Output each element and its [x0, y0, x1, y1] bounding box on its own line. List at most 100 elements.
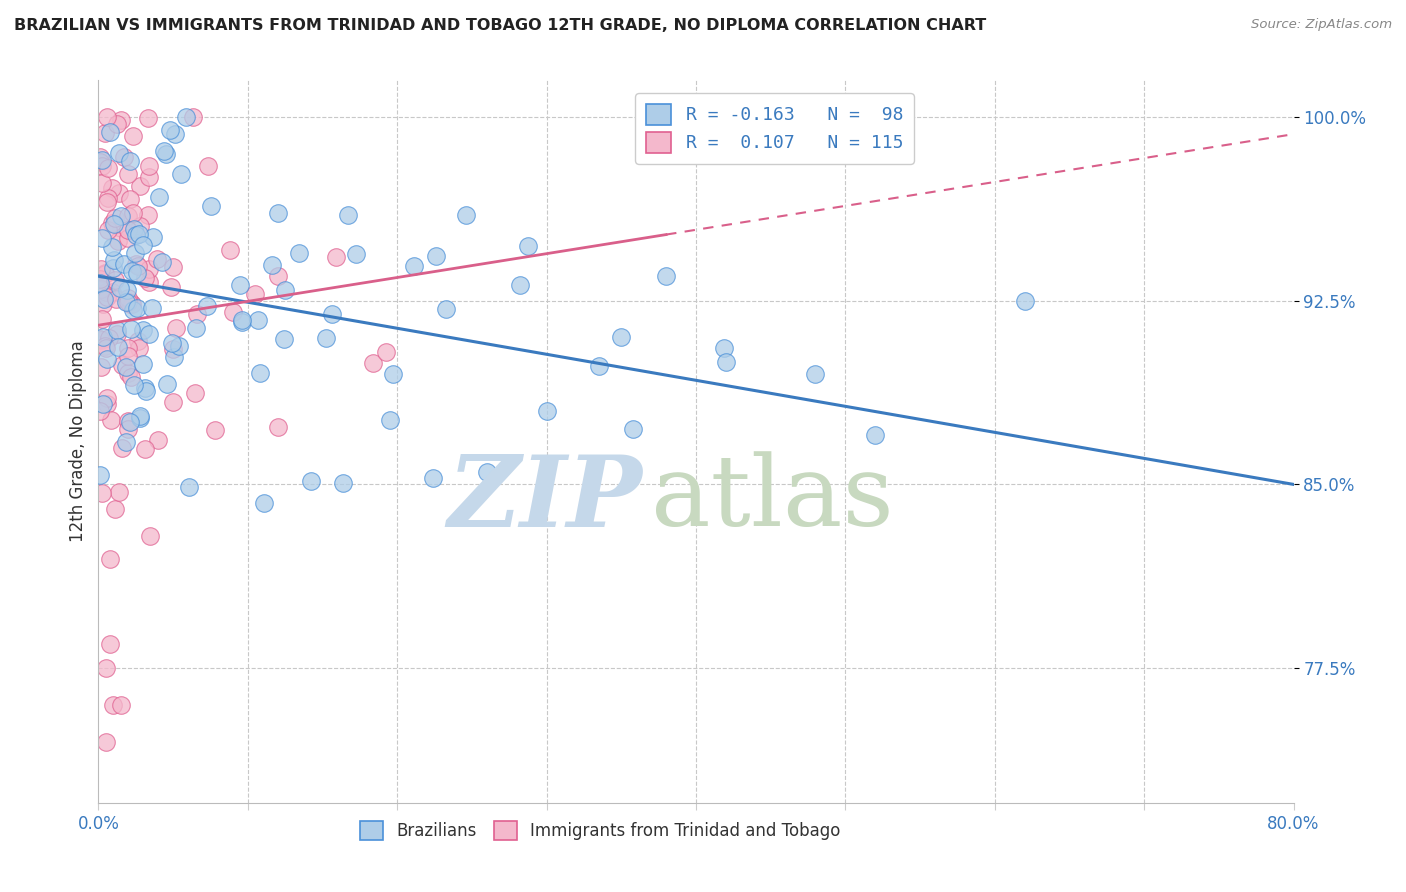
Point: [117, 223, 139, 237]
Point: [588, 359, 610, 374]
Point: [117, 167, 139, 181]
Point: [105, 326, 128, 341]
Point: [138, 327, 160, 342]
Point: [96, 290, 118, 304]
Point: [127, 334, 149, 348]
Point: [134, 442, 156, 457]
Point: [128, 341, 150, 355]
Point: [159, 122, 181, 136]
Point: [325, 250, 347, 264]
Point: [91, 153, 114, 167]
Point: [129, 410, 152, 425]
Text: BRAZILIAN VS IMMIGRANTS FROM TRINIDAD AND TOBAGO 12TH GRADE, NO DIPLOMA CORRELAT: BRAZILIAN VS IMMIGRANTS FROM TRINIDAD AN…: [14, 18, 987, 33]
Point: [156, 376, 179, 391]
Point: [138, 261, 160, 276]
Point: [374, 344, 396, 359]
Point: [321, 307, 343, 321]
Point: [381, 367, 404, 381]
Point: [118, 192, 141, 206]
Point: [117, 209, 139, 223]
Point: [332, 476, 354, 491]
Point: [162, 395, 184, 409]
Point: [112, 150, 135, 164]
Point: [142, 229, 165, 244]
Point: [93, 126, 115, 140]
Point: [165, 127, 187, 141]
Point: [89, 271, 111, 285]
Point: [94, 734, 117, 748]
Point: [103, 217, 125, 231]
Point: [108, 485, 131, 500]
Point: [98, 125, 121, 139]
Point: [124, 246, 146, 260]
Point: [148, 434, 170, 448]
Point: [434, 301, 457, 316]
Point: [101, 181, 124, 195]
Point: [610, 330, 633, 344]
Point: [129, 179, 152, 194]
Point: [136, 208, 159, 222]
Point: [115, 283, 138, 297]
Point: [422, 471, 444, 485]
Point: [118, 297, 141, 311]
Point: [90, 359, 112, 374]
Point: [100, 413, 122, 427]
Point: [91, 159, 114, 173]
Point: [266, 206, 288, 220]
Point: [138, 159, 160, 173]
Point: [101, 261, 124, 276]
Point: [127, 259, 149, 273]
Point: [138, 275, 160, 289]
Point: [184, 385, 207, 400]
Point: [114, 257, 136, 271]
Point: [361, 356, 384, 370]
Point: [536, 404, 558, 418]
Point: [138, 169, 160, 184]
Point: [509, 277, 531, 292]
Point: [120, 322, 142, 336]
Point: [94, 661, 117, 675]
Point: [110, 209, 132, 223]
Point: [243, 286, 266, 301]
Point: [260, 258, 283, 272]
Point: [222, 305, 245, 319]
Point: [89, 154, 111, 169]
Point: [125, 257, 148, 271]
Point: [117, 366, 139, 380]
Point: [110, 358, 132, 372]
Point: [104, 211, 127, 226]
Point: [89, 333, 111, 347]
Point: [101, 215, 124, 229]
Point: [148, 190, 170, 204]
Point: [152, 255, 174, 269]
Point: [104, 273, 127, 287]
Point: [121, 296, 143, 310]
Point: [315, 331, 337, 345]
Y-axis label: 12th Grade, No Diploma: 12th Grade, No Diploma: [69, 341, 87, 542]
Point: [114, 359, 136, 374]
Point: [122, 128, 145, 143]
Point: [96, 195, 118, 210]
Point: [131, 238, 153, 252]
Point: [200, 199, 222, 213]
Point: [714, 355, 737, 369]
Point: [110, 698, 132, 712]
Point: [105, 117, 128, 131]
Point: [97, 223, 120, 237]
Point: [267, 269, 290, 284]
Point: [344, 247, 367, 261]
Point: [117, 349, 139, 363]
Point: [621, 422, 644, 436]
Point: [865, 428, 887, 442]
Point: [90, 176, 112, 190]
Point: [274, 283, 297, 297]
Point: [117, 291, 139, 305]
Text: Source: ZipAtlas.com: Source: ZipAtlas.com: [1251, 18, 1392, 31]
Point: [96, 351, 118, 366]
Point: [117, 231, 139, 245]
Point: [115, 294, 138, 309]
Point: [110, 220, 132, 235]
Point: [124, 378, 146, 392]
Point: [132, 357, 155, 371]
Point: [111, 441, 134, 455]
